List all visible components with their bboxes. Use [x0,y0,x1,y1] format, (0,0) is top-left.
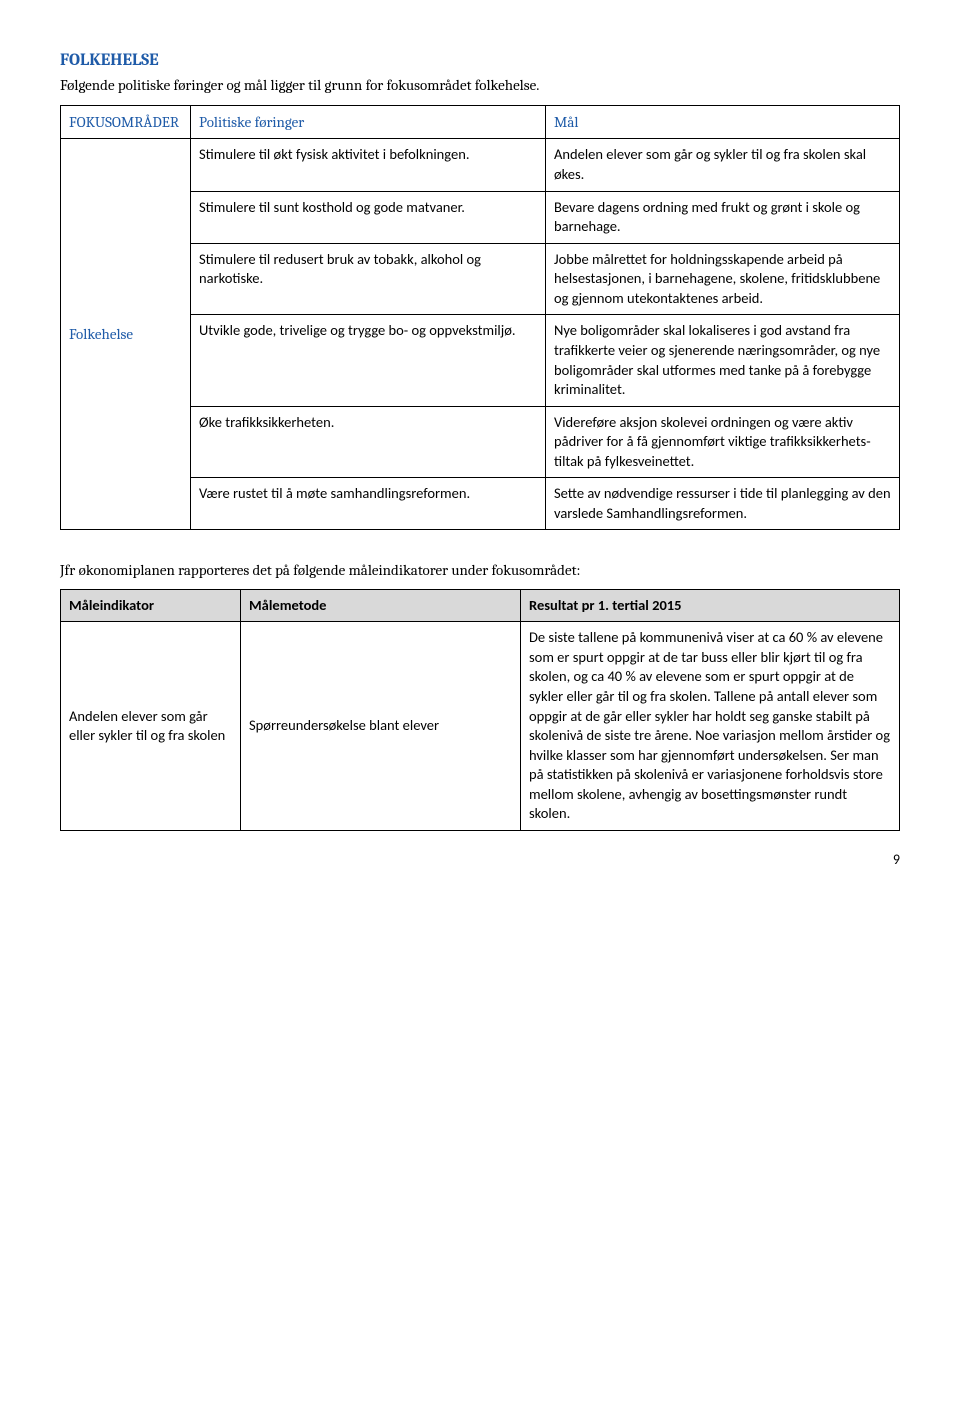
pol-1: Stimulere til sunt kosthold og gode matv… [191,191,546,243]
mal-2: Jobbe målrettet for holdningsskapende ar… [546,243,900,315]
section-title: FOLKEHELSE [60,50,900,73]
intro-text: Følgende politiske føringer og mål ligge… [60,75,900,95]
header-mal: Mål [546,106,900,139]
pol-5: Være rustet til å møte samhandlingsrefor… [191,478,546,530]
pol-4: Øke trafikksikkerheten. [191,406,546,478]
indicator-table: Måleindikator Målemetode Resultat pr 1. … [60,589,900,831]
header-indicator: Måleindikator [61,589,241,622]
header-pol: Politiske føringer [191,106,546,139]
pol-3: Utvikle gode, trivelige og trygge bo- og… [191,315,546,406]
mal-4: Videreføre aksjon skolevei ordningen og … [546,406,900,478]
header-method: Målemetode [241,589,521,622]
indicator-cell: Andelen elever som går eller sykler til … [61,622,241,831]
mal-5: Sette av nødvendige ressurser i tide til… [546,478,900,530]
subheading: Jfr økonomiplanen rapporteres det på føl… [60,560,900,580]
result-cell: De siste tallene på kommunenivå viser at… [521,622,900,831]
header-result: Resultat pr 1. tertial 2015 [521,589,900,622]
method-cell: Spørreundersøkelse blant elever [241,622,521,831]
page-number: 9 [60,851,900,870]
pol-2: Stimulere til redusert bruk av tobakk, a… [191,243,546,315]
focus-label: Folkehelse [61,139,191,530]
mal-1: Bevare dagens ordning med frukt og grønt… [546,191,900,243]
mal-0: Andelen elever som går og sykler til og … [546,139,900,191]
focus-table: FOKUSOMRÅDER Politiske føringer Mål Folk… [60,105,900,530]
mal-3: Nye boligområder skal lokaliseres i god … [546,315,900,406]
pol-0: Stimulere til økt fysisk aktivitet i bef… [191,139,546,191]
header-focus: FOKUSOMRÅDER [61,106,191,139]
